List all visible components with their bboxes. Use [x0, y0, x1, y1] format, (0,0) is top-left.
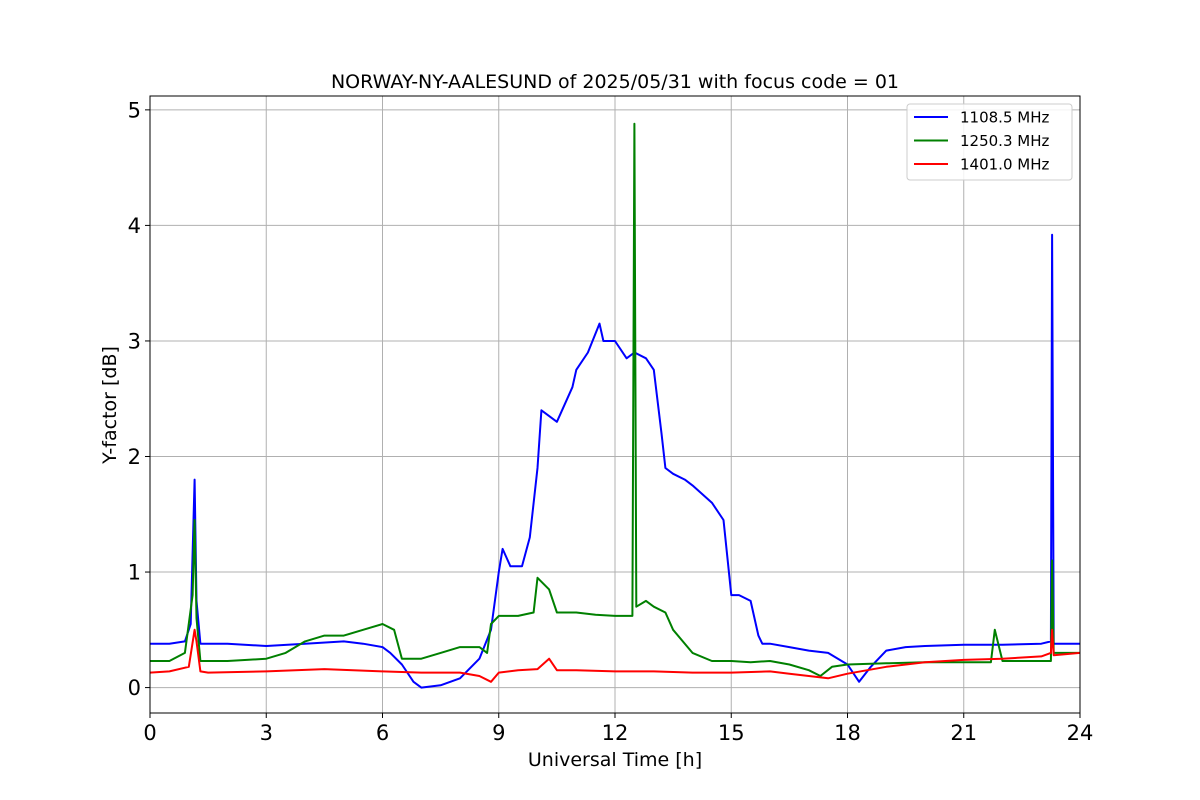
y-tick-label: 2	[128, 445, 141, 469]
series-line-3	[149, 628, 1081, 683]
y-tick-label: 4	[128, 214, 141, 238]
x-tick-label: 18	[834, 721, 861, 745]
series-layer	[149, 122, 1081, 689]
x-tick-label: 3	[260, 721, 273, 745]
y-tick-label: 1	[128, 561, 141, 585]
x-tick-label: 9	[492, 721, 505, 745]
x-tick-label: 24	[1067, 721, 1094, 745]
y-tick-label: 3	[128, 329, 141, 353]
chart-title: NORWAY-NY-AALESUND of 2025/05/31 with fo…	[331, 71, 899, 93]
x-tick-label: 12	[602, 721, 629, 745]
legend-label: 1108.5 MHz	[960, 109, 1049, 127]
x-tick-label: 6	[376, 721, 389, 745]
legend: 1108.5 MHz 1250.3 MHz 1401.0 MHz	[906, 103, 1073, 181]
y-tick-label: 5	[128, 98, 141, 122]
x-axis-label: Universal Time [h]	[528, 749, 702, 771]
y-tick-label: 0	[128, 676, 141, 700]
legend-label: 1401.0 MHz	[960, 156, 1049, 174]
x-tick-label: 15	[718, 721, 745, 745]
series-line-2	[150, 122, 1080, 677]
x-tick-label: 21	[950, 721, 977, 745]
x-tick-label: 0	[143, 721, 156, 745]
series-line-1	[150, 233, 1080, 689]
y-axis-label: Y-factor [dB]	[99, 346, 121, 465]
legend-box	[906, 103, 1073, 181]
legend-label: 1250.3 MHz	[960, 132, 1049, 150]
